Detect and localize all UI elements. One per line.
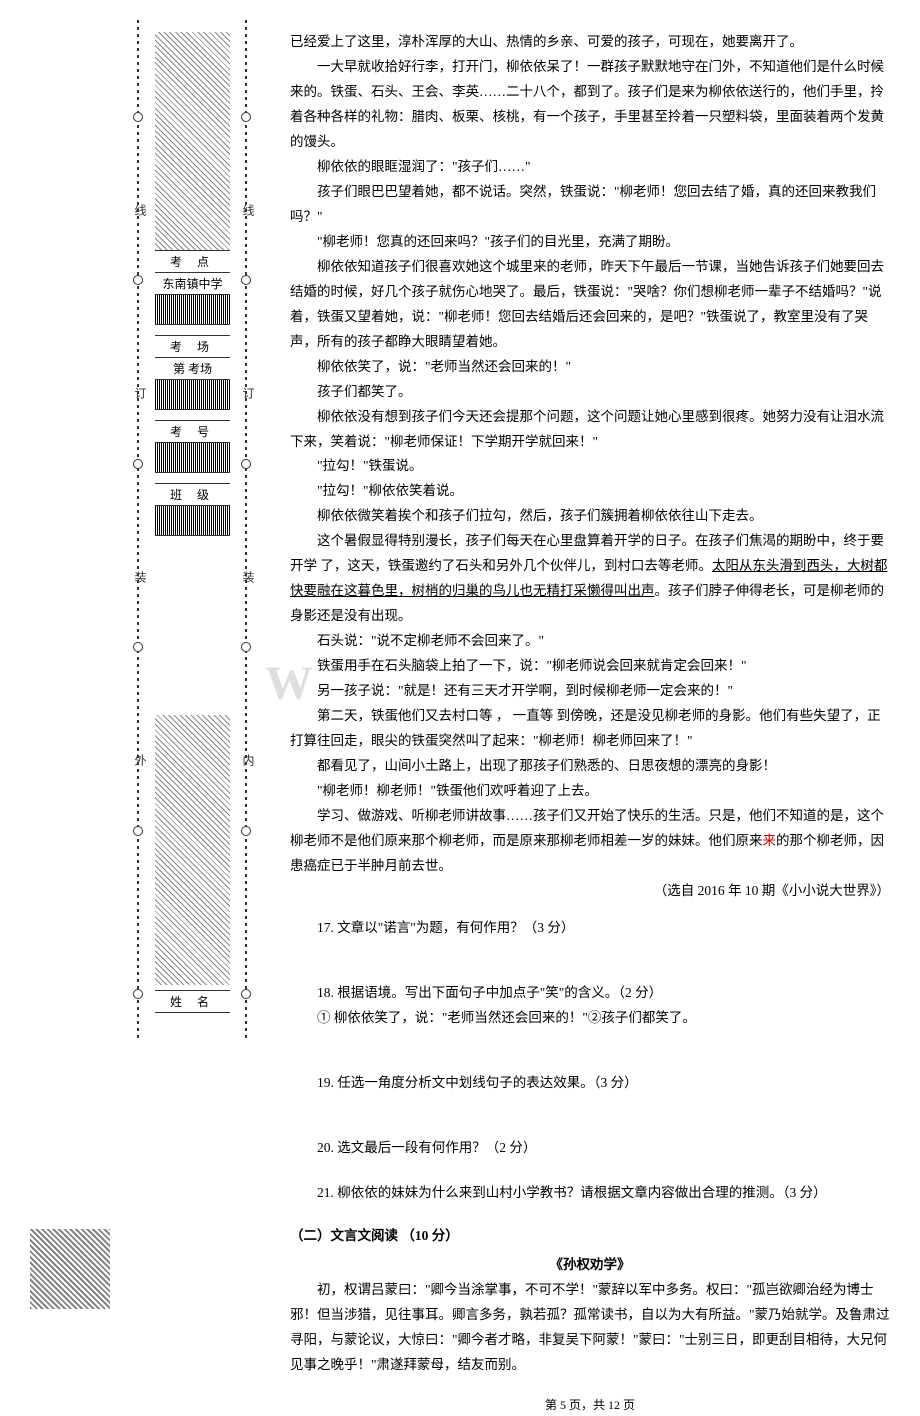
- binding-label: 外: [132, 754, 149, 766]
- story-para: "拉勾！"柳依依笑着说。: [290, 479, 890, 504]
- story-para: 柳依依知道孩子们很喜欢她这个城里来的老师，昨天下午最后一节课，当她告诉孩子们她要…: [290, 255, 890, 355]
- barcode: [155, 295, 230, 325]
- binding-strip-left: 线 订 装 外: [130, 20, 146, 1040]
- corner-decoration: [30, 1229, 110, 1309]
- story-para: 柳依依没有想到孩子们今天还会提那个问题，这个问题让她心里感到很疼。她努力没有让泪…: [290, 405, 890, 455]
- story-para: 另一孩子说："就是！还有三天才开学啊，到时候柳老师一定会来的！": [290, 679, 890, 704]
- story-para: 孩子们都笑了。: [290, 380, 890, 405]
- barcode: [155, 506, 230, 536]
- story-para: 柳依依笑了，说："老师当然还会回来的！": [290, 355, 890, 380]
- red-text: 来: [763, 833, 777, 848]
- section-2-title: 《孙权劝学》: [290, 1253, 890, 1278]
- question-18: 18. 根据语境。写出下面句子中加点子"笑"的含义。（2 分）: [290, 981, 890, 1006]
- section-2-heading: （二）文言文阅读 （10 分）: [290, 1224, 890, 1249]
- student-name-field: 姓 名: [155, 990, 230, 1023]
- story-para: "柳老师！您真的还回来吗？"孩子们的目光里，充满了期盼。: [290, 230, 890, 255]
- question-20: 20. 选文最后一段有何作用？（2 分）: [290, 1136, 890, 1161]
- story-para: 一大早就收拾好行李，打开门，柳依依呆了！一群孩子默默地守在门外，不知道他们是什么…: [290, 55, 890, 155]
- binding-label: 线: [132, 204, 149, 216]
- answer-sheet-sidebar: 线 订 装 外 线 订 装 内 考 点 东南镇中学 考 场 第 考场 考 号: [0, 0, 265, 1329]
- page-footer: 第 5 页，共 12 页: [290, 1394, 890, 1416]
- question-21: 21. 柳依依的妹妹为什么来到山村小学教书？请根据文章内容做出合理的推测。（3 …: [290, 1181, 890, 1206]
- binding-label: 订: [132, 387, 149, 399]
- student-info-fields: 考 点 东南镇中学 考 场 第 考场 考 号 班 级: [155, 250, 230, 546]
- field-value-exam-room: 第 考场: [155, 358, 230, 380]
- field-label-exam-point: 考 点: [155, 250, 230, 273]
- question-19: 19. 任选一角度分析文中划线句子的表达效果。（3 分）: [290, 1071, 890, 1096]
- binding-label: 线: [240, 204, 257, 216]
- field-label-class: 班 级: [155, 483, 230, 506]
- binding-label: 内: [240, 754, 257, 766]
- field-value-exam-point: 东南镇中学: [155, 273, 230, 295]
- field-label-exam-room: 考 场: [155, 335, 230, 358]
- document-body: W 已经爱上了这里，淳朴浑厚的大山、热情的乡亲、可爱的孩子，可现在，她要离开了。…: [265, 0, 920, 1329]
- field-label-name: 姓 名: [155, 990, 230, 1013]
- story-para: 已经爱上了这里，淳朴浑厚的大山、热情的乡亲、可爱的孩子，可现在，她要离开了。: [290, 30, 890, 55]
- binding-strip-right: 线 订 装 内: [238, 20, 254, 1040]
- question-18-options: ① 柳依依笑了，说："老师当然还会回来的！"②孩子们都笑了。: [290, 1006, 890, 1031]
- story-final-para: 学习、做游戏、听柳老师讲故事……孩子们又开始了快乐的生活。只是，他们不知道的是，…: [290, 804, 890, 879]
- story-para: 第二天，铁蛋他们又去村口等 ， 一直等 到傍晚，还是没见柳老师的身影。他们有些失…: [290, 704, 890, 754]
- story-para: 孩子们眼巴巴望着她，都不说话。突然，铁蛋说："柳老师！您回去结了婚，真的还回来教…: [290, 180, 890, 230]
- source-citation: （选自 2016 年 10 期《小小说大世界》）: [290, 879, 890, 904]
- story-para-with-underline: 这个暑假显得特别漫长，孩子们每天在心里盘算着开学的日子。在孩子们焦渴的期盼中，终…: [290, 529, 890, 629]
- story-para: "柳老师！柳老师！"铁蛋他们欢呼着迎了上去。: [290, 779, 890, 804]
- binding-label: 装: [240, 571, 257, 583]
- story-para: 石头说："说不定柳老师不会回来了。": [290, 629, 890, 654]
- classical-text: 初，权谓吕蒙曰："卿今当涂掌事，不可不学！"蒙辞以军中多务。权曰："孤岂欲卿治经…: [290, 1278, 890, 1378]
- question-17: 17. 文章以"诺言"为题，有何作用？（3 分）: [290, 916, 890, 941]
- story-para: 柳依依的眼眶湿润了："孩子们……": [290, 155, 890, 180]
- hatched-area-top: [155, 32, 230, 250]
- story-para: 铁蛋用手在石头脑袋上拍了一下，说："柳老师说会回来就肯定会回来！": [290, 654, 890, 679]
- hatched-area-bottom: [155, 715, 230, 985]
- barcode: [155, 443, 230, 473]
- binding-label: 装: [132, 571, 149, 583]
- barcode: [155, 380, 230, 410]
- field-label-exam-number: 考 号: [155, 420, 230, 443]
- story-para: 柳依依微笑着挨个和孩子们拉勾，然后，孩子们簇拥着柳依依往山下走去。: [290, 504, 890, 529]
- story-para: "拉勾！"铁蛋说。: [290, 454, 890, 479]
- story-para: 都看见了，山间小土路上，出现了那孩子们熟悉的、日思夜想的漂亮的身影！: [290, 754, 890, 779]
- binding-label: 订: [240, 387, 257, 399]
